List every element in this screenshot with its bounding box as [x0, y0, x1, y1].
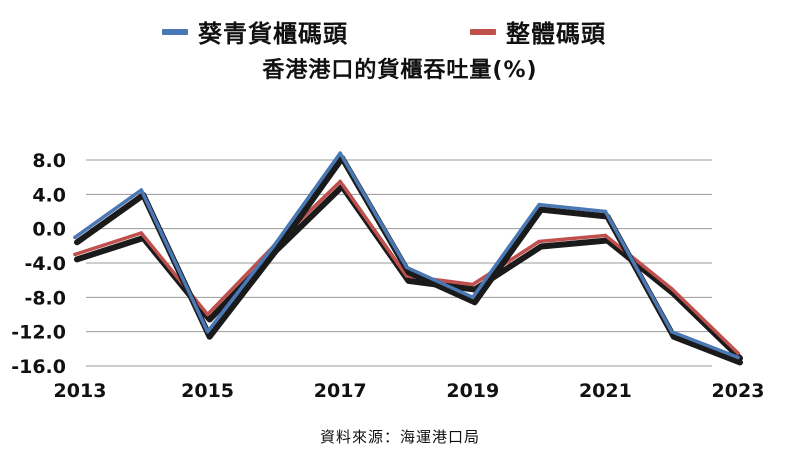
legend-label: 葵青貨櫃碼頭 — [198, 20, 348, 48]
y-tick-label: -12.0 — [11, 322, 66, 344]
data-point — [537, 202, 541, 207]
data-point — [205, 329, 210, 334]
legend-item-kwai-tsing: 葵青貨櫃碼頭 — [162, 14, 348, 49]
data-point — [73, 235, 77, 240]
x-tick-label: 2021 — [579, 380, 632, 402]
data-point — [736, 355, 740, 360]
data-point — [537, 239, 541, 244]
data-point — [669, 329, 674, 334]
source-note: 資料來源：海運港口局 — [319, 428, 480, 446]
data-point — [338, 179, 343, 184]
x-tick-label: 2015 — [181, 380, 234, 402]
y-tick-label: -16.0 — [11, 356, 66, 378]
y-tick-label: -8.0 — [24, 287, 66, 309]
data-point — [669, 286, 674, 291]
data-point — [338, 151, 343, 155]
data-point — [471, 295, 475, 300]
data-point — [404, 265, 409, 270]
y-tick-label: -4.0 — [24, 253, 66, 275]
data-point — [603, 233, 608, 238]
data-point — [736, 351, 740, 355]
x-tick-label: 2013 — [54, 380, 107, 402]
chart-title: 香港港口的貨櫃吞吐量(%) — [262, 58, 538, 83]
x-tick-label: 2019 — [446, 380, 499, 402]
legend: 葵青貨櫃碼頭 整體碼頭 — [0, 14, 800, 48]
legend-swatch-red — [470, 28, 496, 35]
data-point — [139, 231, 144, 235]
legend-label: 整體碼頭 — [506, 20, 606, 48]
y-tick-label: 4.0 — [32, 184, 66, 206]
data-point — [272, 244, 276, 248]
data-point — [471, 282, 475, 287]
data-point — [73, 252, 77, 257]
legend-swatch-blue — [162, 28, 188, 35]
x-tick-label: 2017 — [314, 380, 367, 402]
data-point — [603, 209, 608, 214]
x-tick-label: 2023 — [712, 380, 765, 402]
data-point — [139, 188, 144, 192]
legend-item-overall: 整體碼頭 — [470, 14, 606, 49]
y-tick-label: 0.0 — [32, 219, 66, 241]
y-tick-label: 8.0 — [32, 150, 66, 172]
data-point — [205, 312, 210, 317]
